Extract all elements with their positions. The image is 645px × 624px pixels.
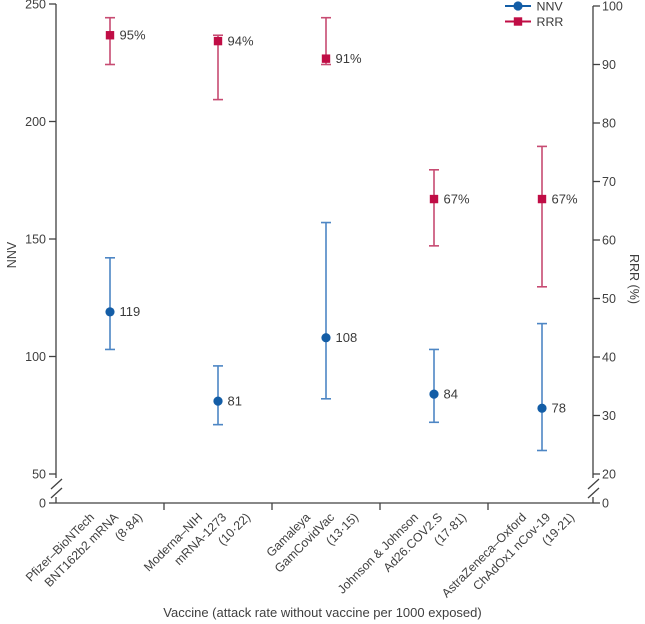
nnv-marker-circle [105, 307, 115, 317]
legend: NNV RRR [505, 0, 563, 29]
legend-label: RRR [537, 15, 564, 29]
legend-label: NNV [537, 0, 564, 13]
data-point-label: 119 [120, 304, 141, 319]
category-label: GamaleyaGamCovidVac(13·15) [260, 486, 361, 587]
right-axis-tick-label: 40 [602, 350, 616, 364]
rrr-marker-square [213, 36, 223, 46]
legend-marker-square [513, 17, 523, 26]
right-axis-tick-label: 20 [602, 467, 616, 481]
left-axis-tick-label: 50 [32, 467, 46, 481]
rrr-marker-square [321, 54, 331, 63]
axis-break-gap [50, 478, 62, 497]
left-axis-tick-label: 100 [25, 350, 46, 364]
data-point-rrr: 67% [429, 169, 470, 247]
axis-break-slash [587, 478, 600, 490]
right-axis-tick-label: 70 [602, 175, 616, 189]
axis-break-slash [50, 487, 63, 499]
data-point-rrr: 95% [105, 16, 146, 66]
data-point-nnv: 84 [429, 348, 458, 424]
data-point-rrr: 94% [213, 33, 254, 101]
right-axis-tick-label: 80 [602, 116, 616, 130]
data-point-label: 84 [444, 386, 458, 401]
data-point-label: 81 [228, 393, 242, 408]
category-label: AstraZeneca–OxfordChAdOx1 nCov-19(19·21) [439, 486, 577, 624]
nnv-marker-circle [321, 333, 331, 343]
data-point-label: 67% [444, 191, 470, 206]
left-axis-tick-label: 150 [25, 232, 46, 246]
right-axis-title: RRR (%) [627, 254, 641, 304]
rrr-marker-square [537, 194, 547, 204]
rrr-marker-square [429, 194, 439, 204]
nnv-marker-circle [429, 389, 439, 399]
left-axis-title: NNV [5, 241, 19, 269]
data-point-nnv: 108 [321, 221, 358, 400]
data-point-label: 91% [336, 51, 362, 66]
right-axis-tick-label: 30 [602, 409, 616, 423]
data-point-nnv: 81 [213, 365, 242, 426]
axis-break-slash [50, 478, 63, 490]
data-point-label: 78 [552, 401, 566, 416]
data-point-label: 67% [552, 191, 578, 206]
nnv-marker-circle [537, 403, 547, 413]
data-point-label: 94% [228, 33, 254, 48]
category-label-line: (8·84) [112, 510, 145, 543]
data-point-label: 108 [336, 330, 358, 345]
left-axis-tick-label: 250 [25, 0, 46, 11]
nnv-marker-circle [213, 396, 223, 406]
left-axis-tick-label: 200 [25, 115, 46, 129]
x-axis-title: Vaccine (attack rate without vaccine per… [163, 605, 482, 620]
category-label: Johnson & JohnsonAd26.COV2.S(17·81) [335, 486, 469, 620]
left-axis-tick-label: 0 [39, 496, 46, 510]
right-axis-tick-label: 100 [602, 0, 623, 13]
legend-marker-circle [513, 1, 523, 11]
legend-entry-nnv: NNV [505, 0, 563, 13]
right-axis-tick-label: 60 [602, 233, 616, 247]
axis-break-gap [587, 478, 599, 497]
right-axis-tick-label: 0 [602, 496, 609, 510]
data-point-rrr: 91% [321, 16, 362, 66]
axis-break-slash [587, 487, 600, 499]
data-point-label: 95% [120, 28, 146, 43]
rrr-marker-square [105, 31, 115, 40]
right-axis-tick-label: 50 [602, 292, 616, 306]
legend-entry-rrr: RRR [505, 15, 563, 29]
data-point-nnv: 78 [537, 322, 566, 452]
right-axis-tick-label: 90 [602, 58, 616, 72]
data-point-nnv: 119 [105, 256, 141, 351]
data-point-rrr: 67% [537, 145, 578, 288]
